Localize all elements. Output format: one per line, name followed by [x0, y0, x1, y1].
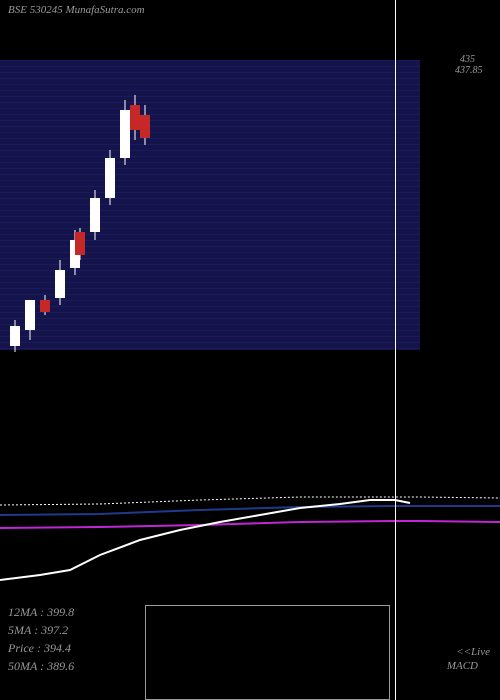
stats-readout: 12MA : 399.8 5MA : 397.2 Price : 394.4 5…: [8, 603, 74, 675]
ma50-readout: 50MA : 389.6: [8, 657, 74, 675]
macd-live-link[interactable]: <<Live: [456, 646, 490, 658]
candlestick: [55, 0, 65, 700]
candlestick: [120, 0, 130, 700]
y-axis-label: 437.85: [455, 65, 483, 76]
ma5-readout: 5MA : 397.2: [8, 621, 74, 639]
price-readout: Price : 394.4: [8, 639, 74, 657]
candlestick: [75, 0, 85, 700]
macd-panel-frame: [145, 605, 390, 700]
cursor-vertical-line: [395, 0, 396, 700]
chart-title: BSE 530245 MunafaSutra.com: [8, 4, 145, 16]
macd-label-text: MACD: [447, 660, 478, 672]
candlestick: [130, 0, 140, 700]
stock-chart: BSE 530245 MunafaSutra.com 435437.85 12M…: [0, 0, 500, 700]
candlestick: [140, 0, 150, 700]
candlestick: [25, 0, 35, 700]
candlestick: [105, 0, 115, 700]
candlestick: [90, 0, 100, 700]
site-label: MunafaSutra.com: [65, 4, 144, 16]
candlestick: [10, 0, 20, 700]
y-axis-label: 435: [460, 54, 475, 65]
candlestick: [40, 0, 50, 700]
ticker-label: BSE 530245: [8, 4, 63, 16]
macd-link-prefix: <<Live: [456, 646, 490, 658]
ma12-readout: 12MA : 399.8: [8, 603, 74, 621]
